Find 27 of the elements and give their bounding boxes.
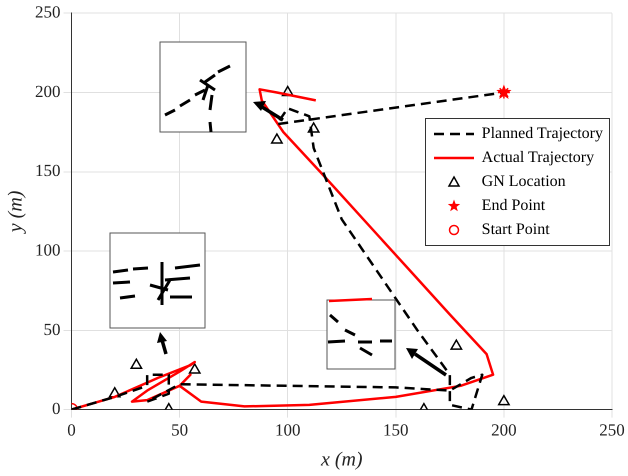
point xyxy=(188,363,201,374)
point xyxy=(270,133,283,144)
x-tick-label: 200 xyxy=(491,420,517,440)
y-tick-label: 100 xyxy=(35,240,60,260)
x-tick-label: 100 xyxy=(274,420,300,440)
y-tick-label: 50 xyxy=(44,320,60,339)
legend-label: Start Point xyxy=(482,221,550,239)
legend-label: Actual Trajectory xyxy=(482,149,594,167)
x-axis-title: x (m) xyxy=(320,448,363,470)
point xyxy=(130,358,142,369)
point xyxy=(450,339,462,350)
y-tick-label: 0 xyxy=(52,399,60,418)
x-tick-label: 0 xyxy=(67,420,76,440)
y-tick-label: 200 xyxy=(35,82,60,101)
x-tick-label: 250 xyxy=(599,420,625,440)
point xyxy=(108,386,121,398)
legend-label: Planned Trajectory xyxy=(482,125,603,143)
legend-label: GN Location xyxy=(482,173,566,191)
y-tick-label: 150 xyxy=(35,161,60,180)
x-tick-label: 50 xyxy=(171,420,188,440)
point xyxy=(498,394,510,406)
point xyxy=(282,86,294,96)
y-tick-label: 250 xyxy=(35,2,60,22)
y-axis-title: y (m) xyxy=(4,190,26,234)
point xyxy=(308,122,320,133)
legend-label: End Point xyxy=(482,197,546,215)
x-tick-label: 150 xyxy=(383,420,409,440)
